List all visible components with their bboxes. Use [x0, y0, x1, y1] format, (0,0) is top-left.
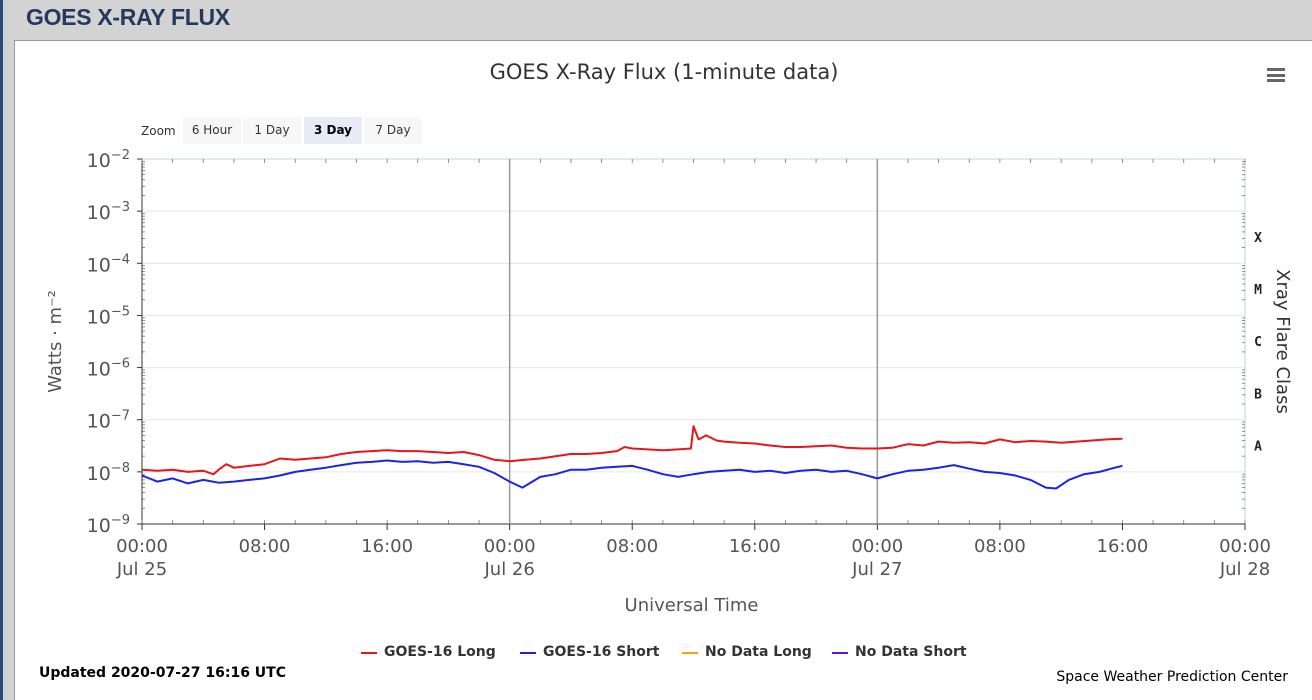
zoom-7-day-button[interactable]: 7 Day — [364, 117, 422, 144]
x-tick-date-label: Jul 27 — [851, 559, 902, 580]
zoom-1-day-button[interactable]: 1 Day — [243, 117, 301, 144]
x-tick-label: 16:00 — [361, 536, 413, 557]
hamburger-menu-icon[interactable] — [1267, 68, 1285, 82]
x-tick-date-label: Jul 28 — [1219, 559, 1270, 580]
credit-text: Space Weather Prediction Center — [1056, 669, 1288, 685]
zoom-3-day-button[interactable]: 3 Day — [304, 117, 362, 144]
series-line-goes-16-short — [141, 459, 1123, 490]
y-tick-label: 10−2 — [87, 148, 130, 172]
x-axis-title: Universal Time — [625, 595, 759, 616]
legend-label-no-data-short: No Data Short — [855, 644, 967, 660]
flare-class-label: B — [1254, 387, 1262, 402]
zoom-label: Zoom — [141, 124, 176, 138]
legend-swatch-goes16-long — [361, 652, 377, 654]
flare-class-label: M — [1254, 283, 1262, 298]
legend-label-no-data-long: No Data Long — [705, 644, 812, 660]
chart-title: GOES X-Ray Flux (1-minute data) — [489, 60, 839, 84]
updated-timestamp: Updated 2020-07-27 16:16 UTC — [39, 665, 286, 681]
legend-label-goes16-short: GOES-16 Short — [543, 644, 660, 660]
flare-class-label: X — [1254, 231, 1262, 246]
x-tick-date-label: Jul 26 — [483, 559, 534, 580]
flare-class-label: A — [1254, 440, 1262, 455]
x-tick-label: 16:00 — [729, 536, 781, 557]
y-tick-label: 10−8 — [87, 461, 130, 485]
x-tick-label: 00:00 — [116, 536, 168, 557]
xray-flux-chart: 10−910−810−710−610−510−410−310−200:00Jul… — [45, 148, 1293, 616]
y-tick-label: 10−9 — [87, 513, 130, 537]
x-tick-date-label: Jul 25 — [116, 559, 167, 580]
left-edge-bar — [0, 0, 3, 700]
flare-class-label: C — [1254, 335, 1262, 350]
zoom-6-hour-button[interactable]: 6 Hour — [183, 117, 241, 144]
page-header: GOES X-RAY FLUX — [26, 4, 230, 30]
y-axis-title: Watts · m⁻² — [45, 290, 66, 393]
x-tick-label: 08:00 — [974, 536, 1026, 557]
y2-axis-title: Xray Flare Class — [1272, 269, 1293, 414]
y-tick-label: 10−4 — [87, 252, 130, 276]
chart-panel: GOES X-Ray Flux (1-minute data) Zoom 6 H… — [14, 40, 1312, 700]
x-tick-label: 00:00 — [1219, 536, 1271, 557]
y-tick-label: 10−7 — [87, 409, 130, 433]
x-tick-label: 08:00 — [606, 536, 658, 557]
legend-swatch-no-data-short — [832, 652, 848, 654]
y-tick-label: 10−3 — [87, 200, 130, 224]
legend-swatch-goes16-short — [520, 652, 536, 654]
y-tick-label: 10−5 — [87, 304, 130, 328]
x-tick-label: 00:00 — [851, 536, 903, 557]
x-tick-label: 16:00 — [1097, 536, 1149, 557]
legend-swatch-no-data-long — [682, 652, 698, 654]
x-tick-label: 08:00 — [239, 536, 291, 557]
legend-label-goes16-long: GOES-16 Long — [384, 644, 496, 660]
series-line-goes-16-long — [141, 425, 1123, 476]
y-tick-label: 10−6 — [87, 357, 130, 381]
x-tick-label: 00:00 — [484, 536, 536, 557]
